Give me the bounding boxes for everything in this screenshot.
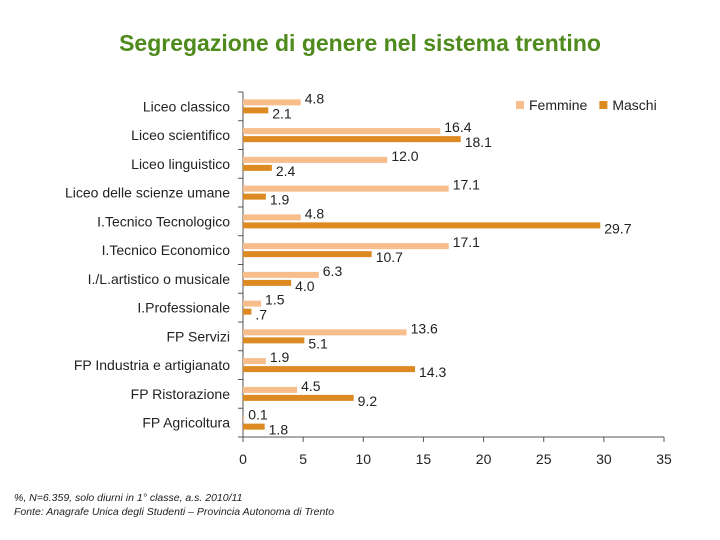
- bar-maschi-liceo-scientifico: [243, 136, 461, 143]
- value-label-maschi-liceo-classico: 2.1: [272, 105, 292, 121]
- footnote-source: Fonte: Anagrafe Unica degli Studenti – P…: [14, 506, 335, 518]
- category-label-fp-ristorazione: FP Ristorazione: [131, 386, 231, 402]
- bar-maschi-liceo-delle-scienze-umane: [243, 193, 266, 200]
- legend-swatch-femmine: [516, 101, 524, 109]
- value-label-maschi-fp-ristorazione: 9.2: [358, 393, 378, 409]
- x-tick-label: 30: [596, 451, 612, 467]
- bar-maschi-fp-ristorazione: [243, 394, 354, 401]
- bar-femmine-fp-agricoltura: [243, 415, 245, 422]
- x-tick-label: 15: [416, 451, 432, 467]
- bar-maschi-liceo-classico: [243, 107, 269, 114]
- x-tick-label: 35: [656, 451, 672, 467]
- category-label-i-l-artistico-o-musicale: I./L.artistico o musicale: [88, 271, 231, 287]
- bar-femmine-i-tecnico-tecnologico: [243, 214, 301, 221]
- legend-label-femmine: Femmine: [529, 97, 588, 113]
- chart-title: Segregazione di genere nel sistema trent…: [119, 30, 601, 56]
- value-label-maschi-fp-agricoltura: 1.8: [269, 422, 289, 438]
- value-label-femmine-liceo-classico: 4.8: [305, 90, 325, 106]
- legend-label-maschi: Maschi: [612, 97, 656, 113]
- value-label-femmine-fp-agricoltura: 0.1: [248, 407, 268, 423]
- bar-maschi-fp-agricoltura: [243, 423, 265, 430]
- bar-femmine-i-tecnico-economico: [243, 243, 449, 250]
- value-label-femmine-i-professionale: 1.5: [265, 292, 285, 308]
- value-label-femmine-i-tecnico-economico: 17.1: [453, 234, 480, 250]
- bar-femmine-fp-ristorazione: [243, 386, 298, 393]
- value-label-femmine-fp-ristorazione: 4.5: [301, 378, 321, 394]
- value-label-maschi-liceo-scientifico: 18.1: [465, 134, 492, 150]
- x-tick-label: 10: [355, 451, 371, 467]
- category-label-fp-agricoltura: FP Agricoltura: [142, 415, 230, 431]
- bar-femmine-liceo-delle-scienze-umane: [243, 185, 449, 192]
- bar-femmine-liceo-classico: [243, 99, 301, 106]
- category-label-i-tecnico-tecnologico: I.Tecnico Tecnologico: [97, 213, 230, 229]
- value-label-femmine-liceo-linguistico: 12.0: [391, 148, 418, 164]
- bar-femmine-liceo-linguistico: [243, 156, 388, 163]
- x-tick-label: 20: [476, 451, 492, 467]
- legend-swatch-maschi: [599, 101, 608, 109]
- x-tick-label: 25: [536, 451, 552, 467]
- value-label-maschi-fp-industria-e-artigianato: 14.3: [419, 364, 446, 380]
- value-label-maschi-liceo-delle-scienze-umane: 1.9: [270, 192, 290, 208]
- value-label-femmine-fp-servizi: 13.6: [411, 320, 438, 336]
- category-label-fp-servizi: FP Servizi: [166, 328, 230, 344]
- category-label-liceo-classico: Liceo classico: [143, 98, 230, 114]
- x-tick-label: 0: [239, 451, 247, 467]
- value-label-maschi-i-tecnico-economico: 10.7: [376, 249, 403, 265]
- footnote-sample: %, N=6.359, solo diurni in 1° classe, a.…: [14, 492, 243, 504]
- x-tick-label: 5: [299, 451, 307, 467]
- category-label-i-professionale: I.Professionale: [137, 300, 230, 316]
- value-label-maschi-fp-servizi: 5.1: [308, 335, 328, 351]
- value-label-femmine-liceo-delle-scienze-umane: 17.1: [453, 177, 480, 193]
- bar-femmine-fp-industria-e-artigianato: [243, 358, 266, 365]
- value-label-maschi-i-professionale: .7: [255, 307, 267, 323]
- bar-maschi-i-tecnico-economico: [243, 251, 372, 258]
- bar-maschi-i-l-artistico-o-musicale: [243, 279, 292, 286]
- value-label-maschi-i-l-artistico-o-musicale: 4.0: [295, 278, 315, 294]
- value-label-femmine-liceo-scientifico: 16.4: [444, 119, 471, 135]
- category-label-liceo-linguistico: Liceo linguistico: [131, 156, 230, 172]
- bar-femmine-fp-servizi: [243, 329, 407, 336]
- bar-maschi-i-professionale: [243, 308, 252, 315]
- bar-maschi-fp-servizi: [243, 337, 305, 344]
- bar-femmine-i-l-artistico-o-musicale: [243, 271, 319, 278]
- bar-maschi-fp-industria-e-artigianato: [243, 366, 416, 373]
- value-label-femmine-fp-industria-e-artigianato: 1.9: [270, 349, 290, 365]
- bar-maschi-liceo-linguistico: [243, 164, 272, 171]
- category-label-fp-industria-e-artigianato: FP Industria e artigianato: [74, 357, 230, 373]
- value-label-maschi-liceo-linguistico: 2.4: [276, 163, 296, 179]
- bar-femmine-i-professionale: [243, 300, 262, 307]
- value-label-femmine-i-l-artistico-o-musicale: 6.3: [323, 263, 343, 279]
- bar-maschi-i-tecnico-tecnologico: [243, 222, 601, 229]
- category-label-liceo-delle-scienze-umane: Liceo delle scienze umane: [65, 185, 230, 201]
- category-label-i-tecnico-economico: I.Tecnico Economico: [102, 242, 231, 258]
- category-label-liceo-scientifico: Liceo scientifico: [131, 127, 230, 143]
- value-label-femmine-i-tecnico-tecnologico: 4.8: [305, 205, 325, 221]
- value-label-maschi-i-tecnico-tecnologico: 29.7: [604, 220, 631, 236]
- bar-femmine-liceo-scientifico: [243, 128, 441, 135]
